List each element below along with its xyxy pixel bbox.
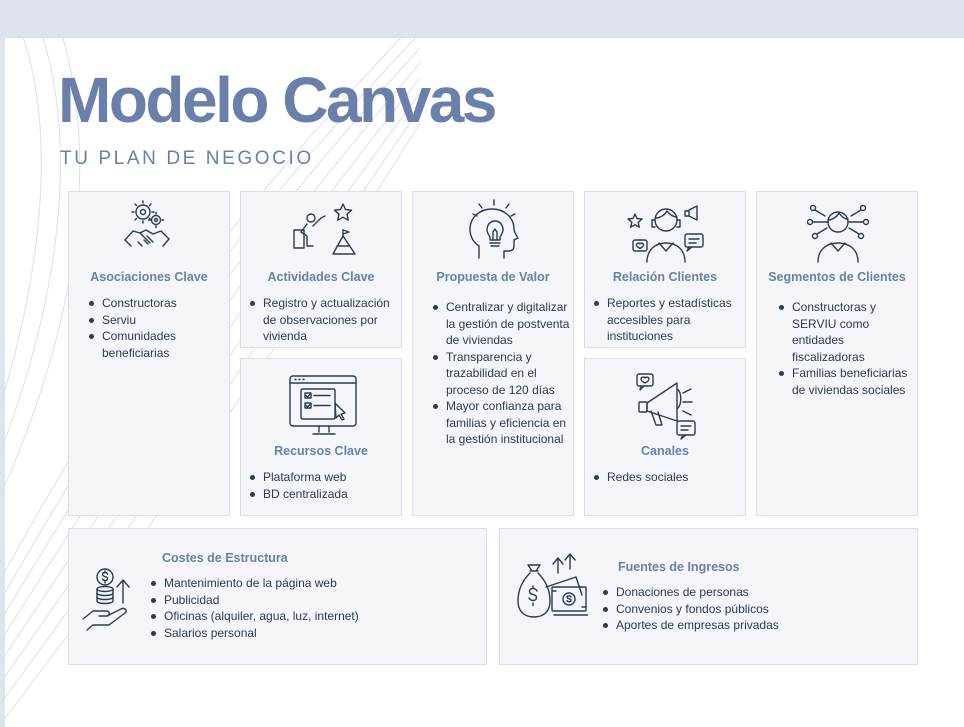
list-item: BD centralizada [248,486,400,503]
list-item: Convenios y fondos públicos [601,601,911,618]
card-asociaciones-clave: Asociaciones Clave Constructoras Serviu … [68,191,230,516]
list-item: Mantenimiento de la página web [149,575,479,592]
list-item: Mayor confianza para familias y eficienc… [431,398,573,448]
list-item: Constructoras [87,295,225,312]
card-fuentes-de-ingresos: Fuentes de Ingresos Donaciones de person… [499,528,918,665]
card-title: Actividades Clave [267,270,375,284]
person-network-icon [807,202,869,264]
item-list: Reportes y estadísticas accesibles para … [592,295,744,345]
card-recursos-clave: Recursos Clave Plataforma web BD central… [240,358,402,516]
list-item: Serviu [87,312,225,329]
list-item: Publicidad [149,592,479,609]
head-lightbulb-icon [465,198,523,262]
card-title: Relación Clientes [612,270,718,284]
person-social-icon [627,202,707,264]
item-list: Plataforma web BD centralizada [248,469,400,502]
megaphone-icon [635,371,699,441]
item-list: Constructoras y SERVIU como entidades fi… [777,299,915,398]
left-band [0,38,5,727]
list-item: Donaciones de personas [601,584,911,601]
item-list: Redes sociales [592,469,744,486]
card-title: Asociaciones Clave [90,270,208,284]
list-item: Constructoras y SERVIU como entidades fi… [777,299,915,365]
climbing-person-star-icon [291,200,361,260]
item-list: Constructoras Serviu Comunidades benefic… [87,295,225,361]
card-propuesta-de-valor: Propuesta de Valor Centralizar y digital… [412,191,574,516]
card-title: Costes de Estructura [162,551,288,565]
page-subtitle: TU PLAN DE NEGOCIO [60,148,314,169]
card-title: Recursos Clave [274,444,368,458]
card-title: Canales [641,444,689,458]
money-bag-icon [516,551,588,621]
item-list: Mantenimiento de la página web Publicida… [149,575,479,641]
list-item: Reportes y estadísticas accesibles para … [592,295,744,345]
card-actividades-clave: Actividades Clave Registro y actualizaci… [240,191,402,348]
card-segmentos-de-clientes: Segmentos de Clientes Constructoras y SE… [756,191,918,516]
list-item: Oficinas (alquiler, agua, luz, internet) [149,608,479,625]
card-title: Propuesta de Valor [436,270,550,284]
card-title: Segmentos de Clientes [768,270,906,284]
list-item: Familias beneficiarias de viviendas soci… [777,365,915,398]
list-item: Salarios personal [149,625,479,642]
card-title: Fuentes de Ingresos [618,560,740,574]
card-canales: Canales Redes sociales [584,358,746,516]
item-list: Donaciones de personas Convenios y fondo… [601,584,911,634]
handshake-gears-icon [121,198,177,258]
item-list: Registro y actualización de observacione… [248,295,400,345]
list-item: Plataforma web [248,469,400,486]
list-item: Aportes de empresas privadas [601,617,911,634]
monitor-checklist-icon [287,371,361,439]
top-band [0,0,964,38]
card-relacion-clientes: Relación Clientes Reportes y estadística… [584,191,746,348]
list-item: Redes sociales [592,469,744,486]
list-item: Transparencia y trazabilidad en el proce… [431,349,573,399]
card-costes-de-estructura: Costes de Estructura Mantenimiento de la… [68,528,487,665]
list-item: Comunidades beneficiarias [87,328,225,361]
item-list: Centralizar y digitalizar la gestión de … [431,299,573,448]
hand-coins-icon [81,567,143,631]
page-title: Modelo Canvas [58,64,497,136]
list-item: Centralizar y digitalizar la gestión de … [431,299,573,349]
list-item: Registro y actualización de observacione… [248,295,400,345]
